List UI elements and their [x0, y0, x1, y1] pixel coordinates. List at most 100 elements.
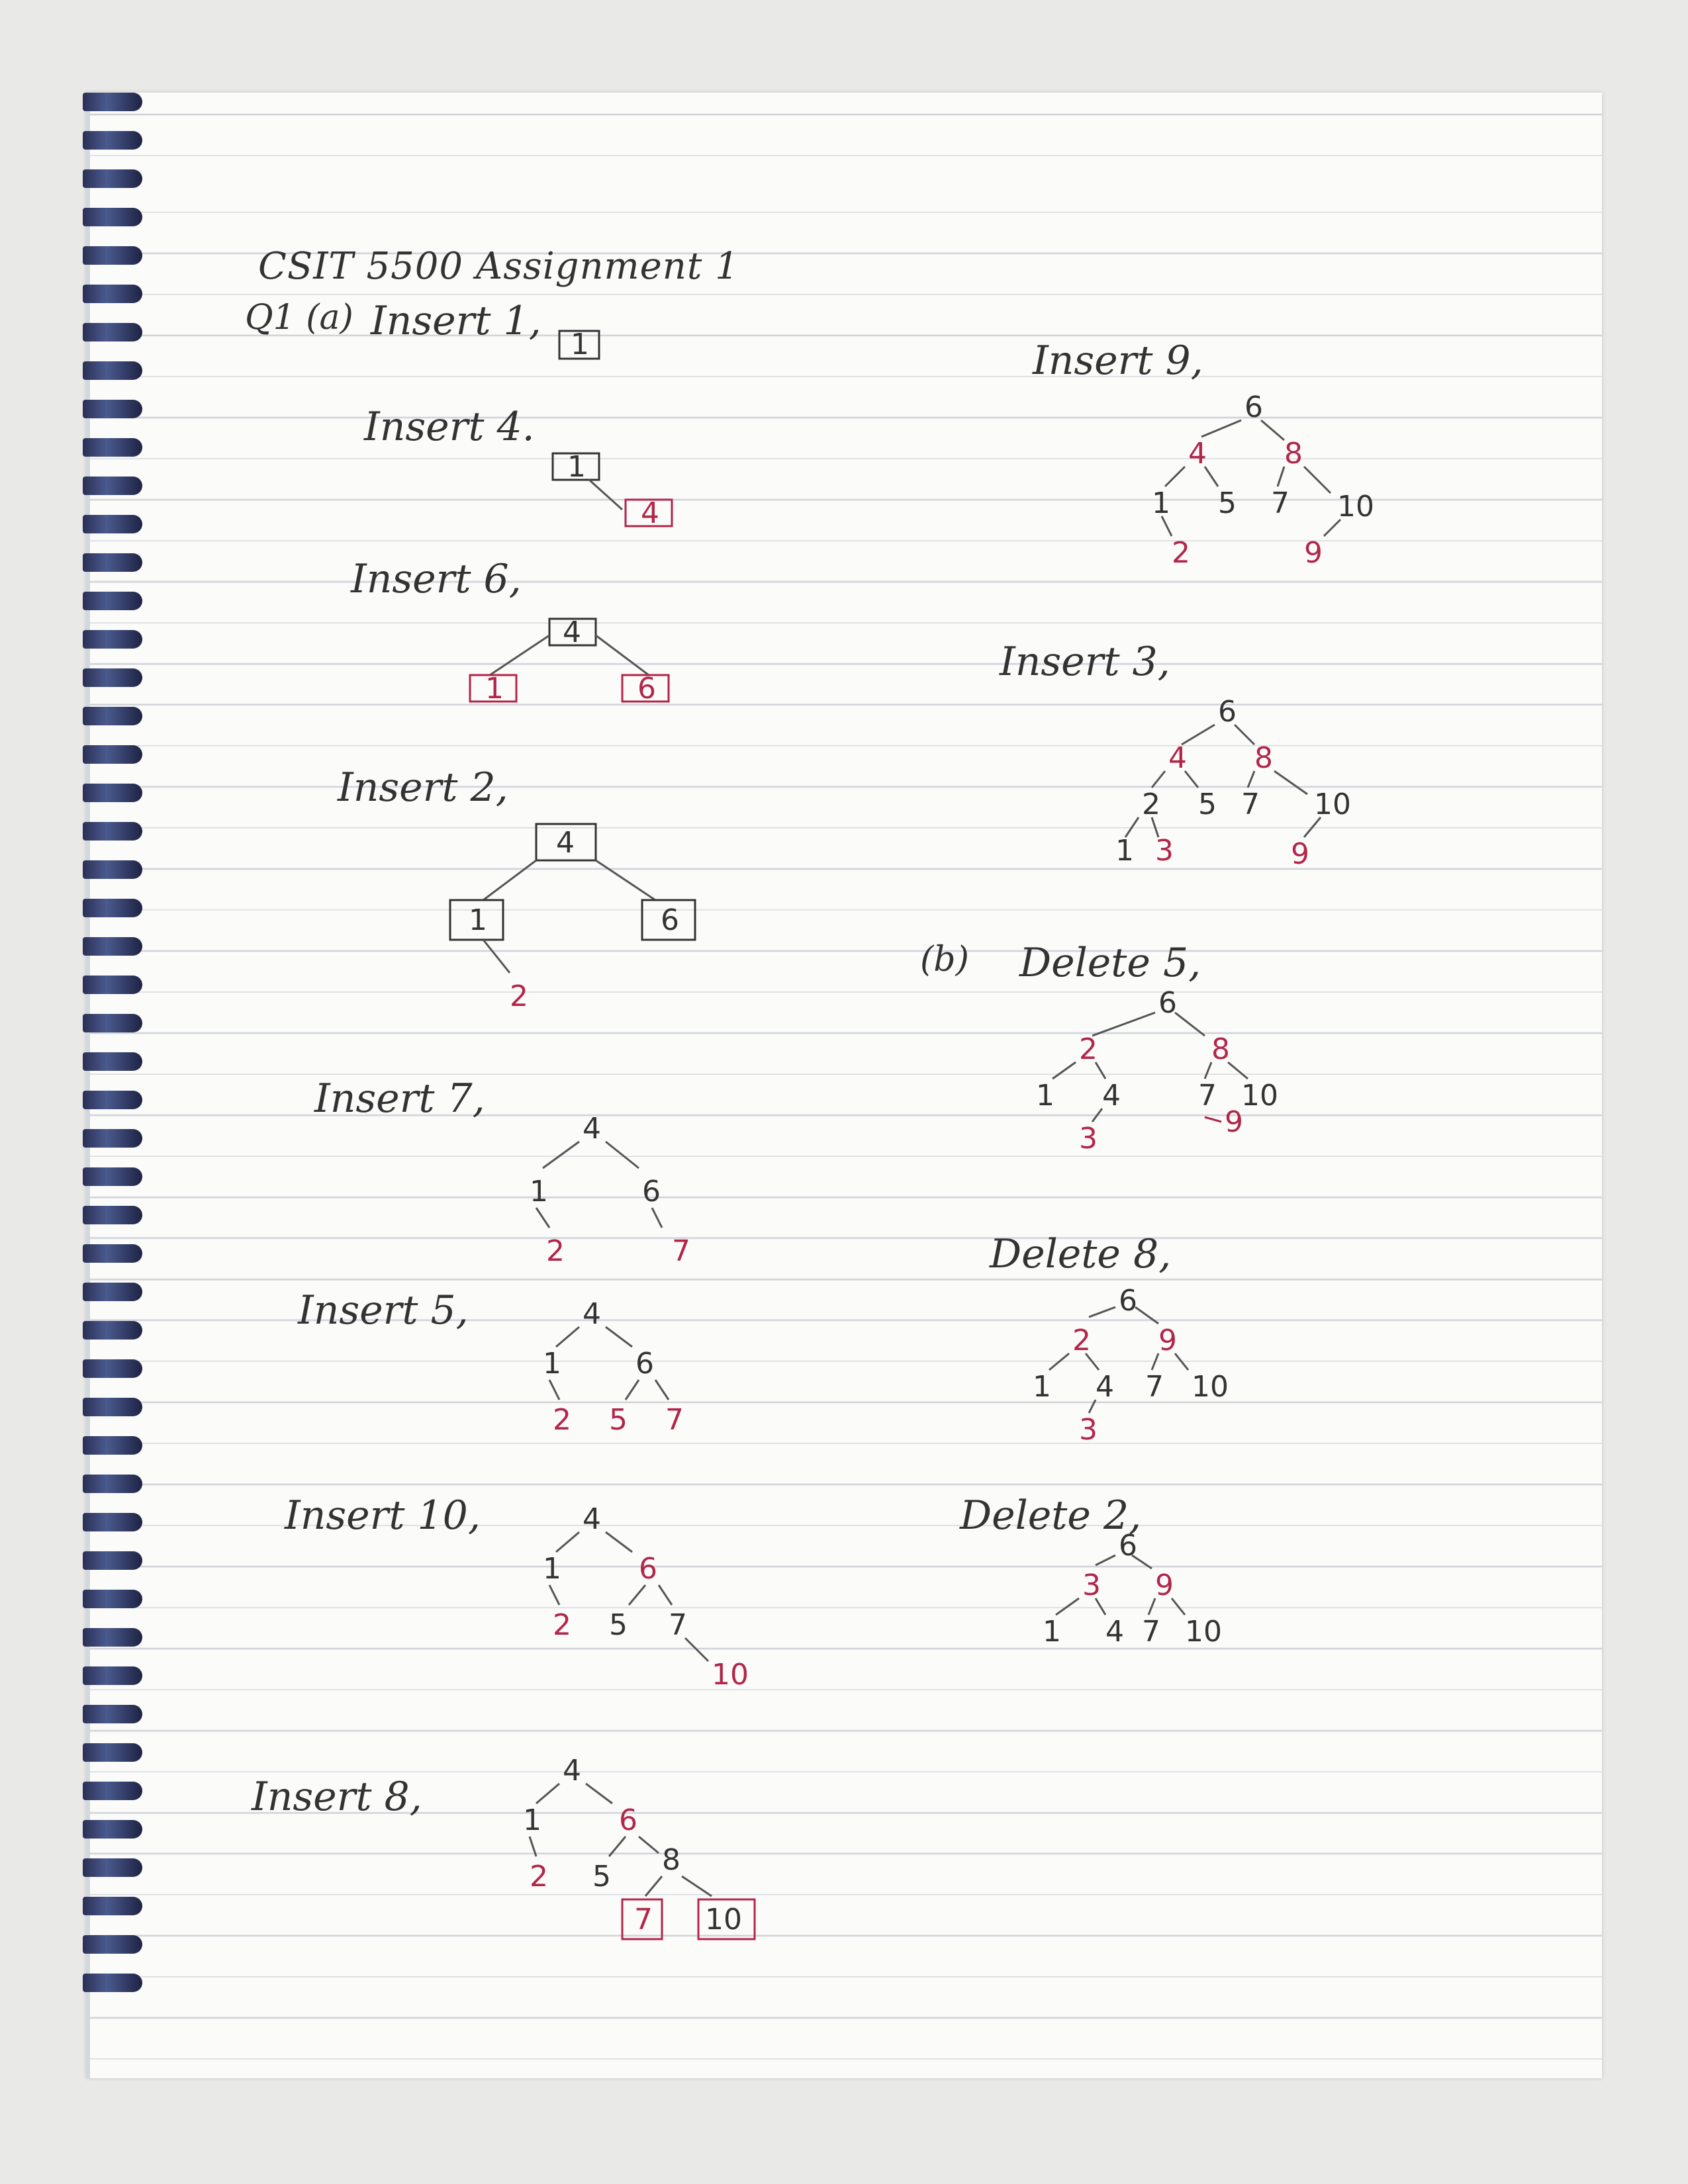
svg-text:1: 1 — [1033, 1370, 1051, 1404]
svg-text:1: 1 — [530, 1175, 548, 1208]
spiral-coil — [83, 1628, 142, 1647]
step-label-insert-1: Insert 1, — [371, 298, 541, 344]
tree-delete-5: 6 2 8 1 4 7 10 3 9 — [1036, 986, 1278, 1156]
svg-text:2: 2 — [1172, 536, 1190, 570]
svg-text:4: 4 — [583, 1297, 601, 1331]
tree-insert-6: 4 1 6 — [469, 615, 670, 705]
svg-text:7: 7 — [669, 1608, 687, 1642]
svg-text:1: 1 — [523, 1803, 541, 1837]
spiral-coil — [83, 1398, 142, 1416]
svg-text:3: 3 — [1079, 1122, 1098, 1156]
svg-text:7: 7 — [1142, 1615, 1160, 1649]
svg-text:2: 2 — [553, 1403, 571, 1437]
spiral-coil — [83, 246, 142, 265]
spiral-coil — [83, 976, 142, 994]
svg-text:4: 4 — [1096, 1370, 1114, 1404]
svg-text:2: 2 — [553, 1608, 571, 1642]
tree-insert-4: 1 4 — [551, 450, 673, 530]
spiral-coil — [83, 1974, 142, 1992]
spiral-coil — [83, 1206, 142, 1224]
svg-text:1: 1 — [469, 903, 487, 937]
page-margin — [86, 93, 90, 2078]
spiral-coil — [83, 707, 142, 725]
svg-text:1: 1 — [1043, 1615, 1061, 1649]
step-label-insert-6: Insert 6, — [351, 556, 522, 602]
svg-text:6: 6 — [642, 1175, 661, 1208]
spiral-coil — [83, 1014, 142, 1032]
svg-text:6: 6 — [637, 672, 656, 705]
svg-text:8: 8 — [1284, 437, 1303, 471]
svg-text:9: 9 — [1291, 837, 1309, 871]
spiral-coil — [83, 745, 142, 764]
step-label-insert-8: Insert 8, — [252, 1774, 422, 1820]
svg-text:7: 7 — [1241, 788, 1260, 821]
svg-text:8: 8 — [662, 1843, 680, 1877]
svg-text:1: 1 — [1036, 1079, 1055, 1113]
spiral-coil — [83, 1897, 142, 1915]
spiral-coil — [83, 361, 142, 380]
spiral-coil — [83, 1052, 142, 1071]
step-label-delete-8: Delete 8, — [990, 1231, 1172, 1277]
svg-text:6: 6 — [1158, 986, 1177, 1020]
svg-text:2: 2 — [530, 1860, 548, 1893]
svg-text:4: 4 — [563, 615, 581, 649]
svg-text:4: 4 — [563, 1754, 581, 1788]
svg-text:1: 1 — [543, 1552, 561, 1586]
tree-insert-3: 6 4 8 2 5 7 10 1 3 9 — [1115, 695, 1351, 871]
spiral-coil — [83, 1167, 142, 1186]
svg-text:6: 6 — [661, 903, 679, 937]
step-label-insert-4: Insert 4. — [364, 404, 535, 450]
spiral-coil — [83, 1551, 142, 1570]
svg-text:1: 1 — [1152, 486, 1170, 520]
svg-text:7: 7 — [1198, 1079, 1217, 1113]
svg-text:1: 1 — [1115, 834, 1134, 868]
svg-text:6: 6 — [1218, 695, 1237, 729]
svg-text:6: 6 — [639, 1552, 657, 1586]
tree-delete-8: 6 2 9 1 4 7 10 3 — [1033, 1284, 1229, 1447]
svg-text:4: 4 — [641, 496, 659, 530]
spiral-coil — [83, 1129, 142, 1148]
spiral-coil — [83, 668, 142, 687]
part-b-label: (b) — [920, 940, 969, 979]
svg-text:2: 2 — [510, 979, 528, 1013]
svg-text:9: 9 — [1304, 536, 1323, 570]
spiral-coil — [83, 169, 142, 188]
svg-text:9: 9 — [1225, 1105, 1243, 1139]
svg-text:7: 7 — [634, 1903, 653, 1936]
tree-insert-1: 1 — [558, 328, 600, 361]
spiral-coil — [83, 438, 142, 457]
svg-text:10: 10 — [1185, 1615, 1222, 1649]
notebook-page — [86, 93, 1602, 2078]
svg-text:4: 4 — [556, 826, 575, 860]
spiral-coil — [83, 1590, 142, 1608]
tree-insert-9: 6 4 8 1 5 7 10 2 9 — [1152, 390, 1374, 570]
spiral-coil — [83, 131, 142, 150]
spiral-coil — [83, 899, 142, 917]
svg-text:5: 5 — [1198, 788, 1217, 821]
svg-text:7: 7 — [1145, 1370, 1164, 1404]
tree-insert-2: 4 1 6 2 — [449, 823, 696, 1013]
svg-text:6: 6 — [1119, 1284, 1137, 1318]
svg-text:1: 1 — [543, 1347, 561, 1381]
svg-text:4: 4 — [1188, 437, 1207, 471]
tree-insert-8: 4 1 6 2 5 8 7 10 — [523, 1754, 756, 1940]
spiral-coil — [83, 400, 142, 418]
spiral-coil — [83, 93, 142, 111]
spiral-coil — [83, 1820, 142, 1839]
step-label-insert-9: Insert 9, — [1033, 338, 1203, 384]
spiral-coil — [83, 323, 142, 341]
spiral-coil — [83, 1666, 142, 1685]
svg-text:2: 2 — [546, 1234, 565, 1268]
svg-text:4: 4 — [583, 1112, 601, 1146]
svg-text:9: 9 — [1155, 1569, 1174, 1602]
step-label-insert-2: Insert 2, — [338, 764, 508, 811]
svg-text:6: 6 — [1244, 390, 1263, 424]
svg-text:7: 7 — [665, 1403, 684, 1437]
question-label: Q1 (a) — [245, 298, 353, 338]
svg-text:4: 4 — [1168, 741, 1187, 775]
tree-insert-10: 4 1 6 2 5 7 10 — [543, 1502, 749, 1692]
spiral-coil — [83, 1513, 142, 1531]
spiral-coil — [83, 860, 142, 879]
svg-text:1: 1 — [485, 672, 504, 705]
tree-insert-7: 4 1 6 2 7 — [530, 1112, 690, 1268]
